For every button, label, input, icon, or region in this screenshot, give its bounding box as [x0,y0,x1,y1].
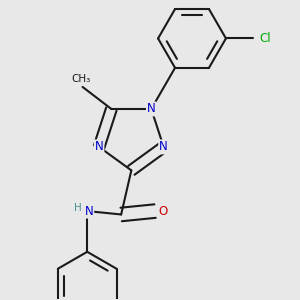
Text: CH₃: CH₃ [71,74,91,85]
Text: Cl: Cl [259,32,271,45]
Text: N: N [147,103,156,116]
Text: N: N [95,140,103,153]
Text: N: N [85,205,93,218]
Text: O: O [158,205,167,218]
Text: N: N [159,140,168,153]
Text: H: H [74,203,82,213]
